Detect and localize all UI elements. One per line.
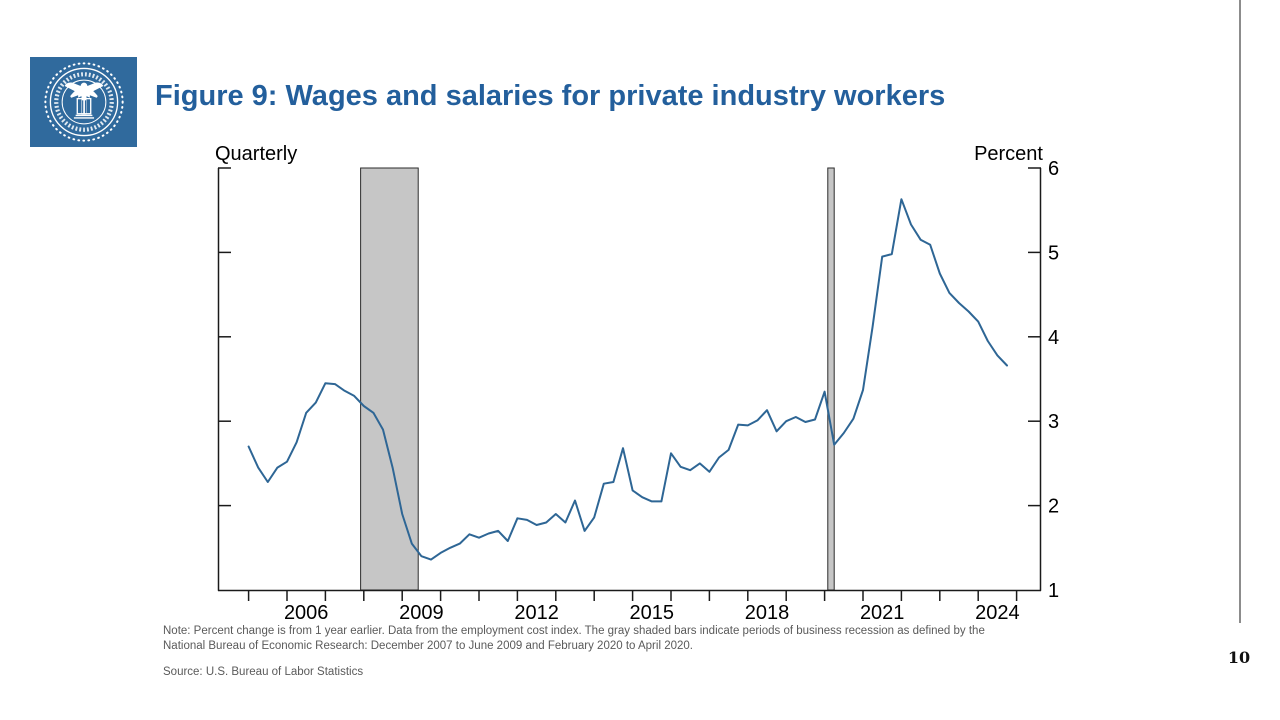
chart-source: Source: U.S. Bureau of Labor Statistics xyxy=(163,666,364,678)
recession-band-1 xyxy=(360,167,419,591)
y-tick-label: 1 xyxy=(1048,580,1059,602)
x-tick-label: 2015 xyxy=(630,602,675,624)
chart-note: Note: Percent change is from 1 year earl… xyxy=(163,624,1078,654)
y-tick-label: 6 xyxy=(1048,158,1059,180)
x-tick-label: 2009 xyxy=(399,602,444,624)
fed-seal-emblem-icon xyxy=(43,62,124,142)
x-tick-label: 2012 xyxy=(514,602,559,624)
y-tick-label: 3 xyxy=(1048,411,1059,433)
right-edge-rule xyxy=(1239,0,1241,623)
data-line-wages xyxy=(247,198,1008,561)
x-tick-label: 2024 xyxy=(975,602,1020,624)
x-tick-label: 2006 xyxy=(284,602,329,624)
chart-note-line-2: National Bureau of Economic Research: De… xyxy=(163,640,693,652)
y-tick-label: 4 xyxy=(1048,327,1059,349)
x-tick-label: 2018 xyxy=(745,602,790,624)
recession-band-2 xyxy=(827,167,835,591)
y-tick-label: 5 xyxy=(1048,242,1059,264)
y-tick-label: 2 xyxy=(1048,496,1059,518)
axis-unit-left: Quarterly xyxy=(215,143,297,165)
figure-title: Figure 9: Wages and salaries for private… xyxy=(155,80,946,112)
axis-unit-right: Percent xyxy=(974,143,1043,165)
fed-seal-logo xyxy=(30,57,137,147)
chart-note-line-1: Note: Percent change is from 1 year earl… xyxy=(163,625,985,637)
page-number: 10 xyxy=(1227,648,1251,667)
x-tick-label: 2021 xyxy=(860,602,905,624)
